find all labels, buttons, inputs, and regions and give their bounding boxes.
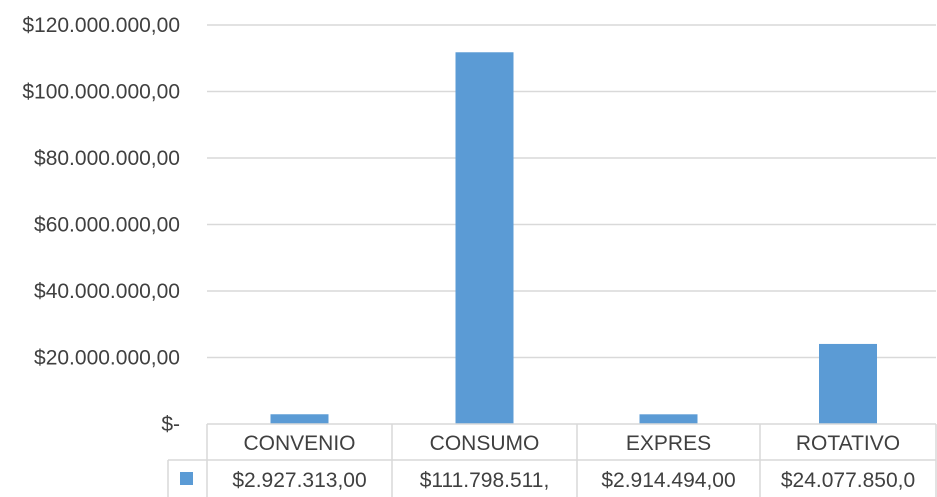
y-axis-tick-labels: $- $20.000.000,00 $40.000.000,00 $60.000.00… <box>22 14 180 436</box>
gridlines <box>207 24 936 359</box>
category-label: CONSUMO <box>430 432 540 455</box>
category-label: ROTATIVO <box>796 432 900 455</box>
legend-key <box>180 472 193 485</box>
bar-consumo <box>455 52 514 424</box>
data-table-value: $2.914.494,00 <box>601 469 735 492</box>
y-tick-label: $40.000.000,00 <box>34 280 180 303</box>
bar-rotativo <box>819 343 877 424</box>
y-tick-label: $- <box>161 413 180 436</box>
bar-expres <box>639 414 698 424</box>
bar-convenio <box>270 414 329 424</box>
y-tick-label: $20.000.000,00 <box>34 347 180 370</box>
data-table-value: $111.798.511, <box>420 469 550 492</box>
bars <box>270 52 877 424</box>
data-table-value: $2.927.313,00 <box>232 469 366 492</box>
category-label: CONVENIO <box>243 432 355 455</box>
y-tick-label: $100.000.000,00 <box>22 81 180 104</box>
y-tick-label: $80.000.000,00 <box>34 147 180 170</box>
y-tick-label: $120.000.000,00 <box>22 14 180 37</box>
y-tick-label: $60.000.000,00 <box>34 214 180 237</box>
data-table: CONVENIO $2.927.313,00 CONSUMO $111.798.511… <box>167 423 937 497</box>
data-table-value: $24.077.850,0 <box>781 469 915 492</box>
category-label: EXPRES <box>626 432 711 455</box>
